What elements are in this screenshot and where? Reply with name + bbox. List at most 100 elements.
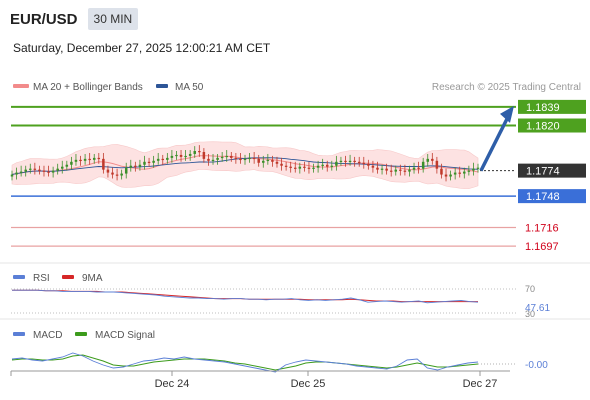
candle-body (453, 172, 457, 175)
current-price-label: 1.1774 (526, 166, 560, 178)
candle-body (449, 174, 452, 177)
candle-body (207, 158, 210, 161)
projection-arrow-shaft (479, 116, 510, 172)
candle-body (321, 164, 324, 166)
candle-body (298, 166, 302, 169)
macd-legend-swatch (13, 332, 25, 336)
candle-body (24, 169, 27, 172)
candle-body (362, 162, 366, 164)
projection-arrow-head (500, 105, 514, 123)
rsi-legend-swatch (13, 275, 25, 279)
candle-body (97, 157, 101, 160)
candle-body (367, 163, 370, 166)
candle-body (234, 157, 238, 160)
candle-body (330, 165, 334, 167)
candle-body (102, 158, 105, 170)
candle-body (88, 158, 91, 161)
rsi-line (12, 289, 479, 304)
candle-body (353, 160, 356, 163)
rsi-last-value: 47.61 (525, 303, 550, 314)
candle-body (316, 165, 320, 168)
candle-body (198, 151, 201, 153)
candle-body (289, 166, 292, 168)
candle-body (280, 163, 283, 166)
candle-body (56, 168, 59, 171)
candle-body (230, 155, 233, 158)
resistance-label-box (518, 99, 586, 114)
symbol-label: EUR/USD (10, 10, 78, 28)
candle-body (376, 167, 379, 170)
pivot-label-box (518, 189, 586, 204)
candle-body (403, 170, 407, 172)
candle-body (440, 168, 443, 175)
candle-body (138, 164, 142, 167)
x-tick-label: Dec 25 (291, 378, 326, 390)
candle-body (339, 160, 343, 163)
candle-body (38, 169, 41, 171)
candle-body (344, 160, 347, 163)
candle-body (472, 168, 475, 171)
timeframe-badge[interactable]: 30 MIN (87, 8, 139, 30)
candle-body (29, 168, 32, 170)
rsi-level-label: 70 (525, 284, 535, 294)
candle-body (412, 167, 416, 170)
candle-body (60, 166, 64, 169)
x-tick-label: Dec 24 (155, 378, 190, 390)
candle-body (385, 168, 388, 171)
resistance-label-box (518, 118, 586, 133)
datetime-label: Saturday, December 27, 2025 12:00:21 AM … (13, 41, 271, 55)
bollinger-band (11, 141, 479, 189)
candle-body (357, 161, 361, 163)
ma20-legend-swatch (13, 84, 29, 88)
macd-line (11, 352, 479, 373)
candle-body (202, 151, 206, 159)
candle-body (83, 158, 87, 161)
candle-body (325, 164, 329, 167)
candle-body (65, 164, 69, 167)
candle-body (179, 154, 183, 157)
candle-body (303, 166, 306, 168)
candle-body (115, 174, 119, 176)
candle-body (188, 153, 192, 156)
candle-body (92, 157, 96, 160)
candle-body (380, 168, 384, 170)
candle-body (134, 165, 137, 167)
candle-body (421, 161, 425, 169)
macd-signal-legend-swatch (75, 332, 87, 336)
candle-body (408, 169, 411, 172)
candle-body (51, 170, 55, 173)
candle-body (225, 155, 228, 158)
candle-body (143, 161, 146, 165)
candle-body (399, 169, 402, 171)
candle-body (312, 167, 315, 169)
rsi-ma-legend-label: 9MA (82, 273, 103, 284)
candle-body (106, 169, 110, 173)
candle-body (111, 172, 114, 175)
candle-body (156, 158, 160, 161)
pivot-label: 1.1748 (526, 191, 560, 203)
ma20-legend-label: MA 20 + Bollinger Bands (33, 82, 143, 93)
candle-body (152, 160, 155, 163)
candle-body (394, 169, 398, 172)
credit-text: Research © 2025 Trading Central (432, 82, 581, 93)
candle-body (467, 170, 471, 172)
candle-body (220, 156, 224, 159)
candle-body (271, 159, 274, 162)
candle-body (431, 158, 434, 161)
candle-body (166, 157, 169, 160)
candle-body (458, 172, 461, 174)
macd-signal-legend-label: MACD Signal (95, 330, 155, 341)
candle-body (193, 151, 197, 154)
candle-body (175, 154, 178, 157)
candle-body (243, 158, 247, 161)
candle-body (262, 160, 265, 163)
candle-body (47, 171, 50, 173)
macd-last-value: -0.00 (525, 360, 548, 371)
candle-body (275, 161, 279, 164)
candle-body (216, 157, 219, 160)
candle-body (129, 165, 133, 168)
candle-body (444, 174, 448, 177)
